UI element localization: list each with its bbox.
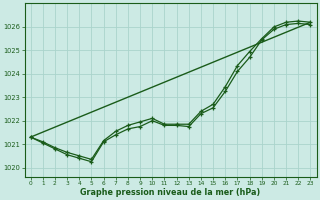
X-axis label: Graphe pression niveau de la mer (hPa): Graphe pression niveau de la mer (hPa) xyxy=(80,188,261,197)
